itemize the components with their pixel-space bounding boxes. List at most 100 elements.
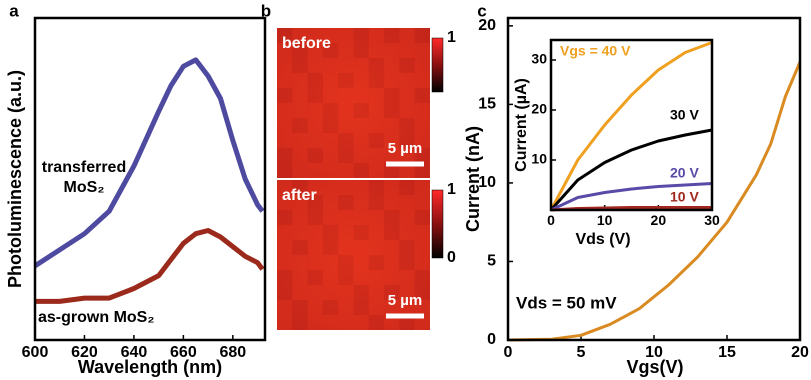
x-tick-label: 10 — [597, 212, 613, 228]
micrograph-texture — [369, 255, 384, 270]
y-tick-label: 15 — [478, 96, 496, 113]
micrograph-texture — [399, 255, 414, 270]
micrograph-texture — [415, 180, 430, 195]
micrograph-texture — [338, 43, 353, 58]
micrograph-texture — [354, 103, 369, 118]
image-label: after — [282, 187, 317, 204]
micrograph-texture — [369, 103, 384, 118]
micrograph-texture — [338, 133, 353, 148]
x-tick-label: 0 — [547, 212, 555, 228]
micrograph-texture — [399, 103, 414, 118]
micrograph-texture — [277, 133, 292, 148]
micrograph-texture — [399, 195, 414, 210]
x-tick-label: 5 — [577, 344, 586, 361]
micrograph-texture — [292, 315, 307, 330]
micrograph-texture — [354, 73, 369, 88]
micrograph-texture — [399, 240, 414, 255]
x-tick-label: 15 — [718, 344, 736, 361]
micrograph-texture — [369, 148, 384, 163]
micrograph-texture — [338, 300, 353, 315]
x-tick-label: 30 — [704, 212, 720, 228]
micrograph-texture — [369, 43, 384, 58]
micrograph-texture — [323, 73, 338, 88]
x-tick-label: 0 — [504, 344, 513, 361]
micrograph-texture — [369, 163, 384, 178]
micrograph-texture — [415, 58, 430, 73]
micrograph-texture — [323, 270, 338, 285]
micrograph-texture — [415, 73, 430, 88]
micrograph-texture — [308, 58, 323, 73]
micrograph-texture — [292, 133, 307, 148]
y-tick-label: 30 — [531, 51, 547, 67]
micrograph-texture — [323, 58, 338, 73]
series-label: 20 V — [670, 165, 699, 181]
micrograph-texture — [338, 58, 353, 73]
panel-letter: c — [477, 1, 486, 20]
micrograph-texture — [354, 285, 369, 300]
micrograph-texture — [399, 270, 414, 285]
micrograph-texture — [354, 163, 369, 178]
micrograph-texture — [277, 88, 292, 103]
micrograph-texture — [338, 270, 353, 285]
micrograph-texture — [308, 118, 323, 133]
micrograph-texture — [369, 315, 384, 330]
y-axis-label: Photoluminescence (a.u.) — [5, 70, 25, 288]
micrograph-texture — [384, 180, 399, 195]
micrograph-texture — [277, 300, 292, 315]
micrograph-texture — [369, 28, 384, 43]
micrograph-texture — [323, 225, 338, 240]
micrograph-texture — [292, 240, 307, 255]
micrograph-texture — [369, 180, 384, 195]
micrograph-texture — [277, 255, 292, 270]
micrograph-texture — [354, 195, 369, 210]
micrograph-texture — [277, 210, 292, 225]
micrograph-texture — [292, 300, 307, 315]
micrograph-texture — [415, 225, 430, 240]
x-tick-label: 20 — [651, 212, 667, 228]
micrograph-texture — [308, 255, 323, 270]
micrograph-texture — [323, 133, 338, 148]
micrograph-texture — [308, 300, 323, 315]
colorbar-tick-label: 0 — [447, 249, 456, 266]
y-axis-label: Current (nA) — [463, 126, 483, 232]
micrograph-texture — [292, 270, 307, 285]
micrograph-texture — [354, 148, 369, 163]
micrograph-texture — [399, 43, 414, 58]
micrograph-texture — [323, 88, 338, 103]
micrograph-texture — [369, 58, 384, 73]
micrograph-texture — [354, 210, 369, 225]
micrograph-texture — [323, 118, 338, 133]
micrograph-texture — [369, 118, 384, 133]
micrograph-texture — [415, 240, 430, 255]
colorbar — [432, 38, 443, 92]
micrograph-texture — [292, 88, 307, 103]
micrograph-texture — [415, 43, 430, 58]
micrograph-texture — [369, 210, 384, 225]
micrograph-texture — [277, 103, 292, 118]
micrograph-texture — [415, 210, 430, 225]
micrograph-texture — [277, 163, 292, 178]
micrograph-texture — [369, 73, 384, 88]
colorbar — [432, 190, 443, 258]
micrograph-texture — [354, 315, 369, 330]
panel-letter: b — [261, 1, 271, 20]
micrograph-texture — [384, 58, 399, 73]
micrograph-texture — [292, 255, 307, 270]
micrograph-texture — [415, 195, 430, 210]
image-label: before — [282, 35, 331, 52]
micrograph-texture — [384, 240, 399, 255]
micrograph-texture — [308, 240, 323, 255]
micrograph-texture — [384, 225, 399, 240]
micrograph-texture — [354, 270, 369, 285]
annotation: Vds = 50 mV — [516, 293, 617, 312]
micrograph-texture — [369, 133, 384, 148]
micrograph-texture — [415, 270, 430, 285]
micrograph-texture — [354, 118, 369, 133]
micrograph-texture — [384, 28, 399, 43]
micrograph-texture — [323, 255, 338, 270]
micrograph-texture — [384, 118, 399, 133]
x-tick-label: 600 — [22, 344, 49, 361]
x-tick-label: 680 — [219, 344, 246, 361]
micrograph-texture — [277, 315, 292, 330]
micrograph-texture — [338, 255, 353, 270]
